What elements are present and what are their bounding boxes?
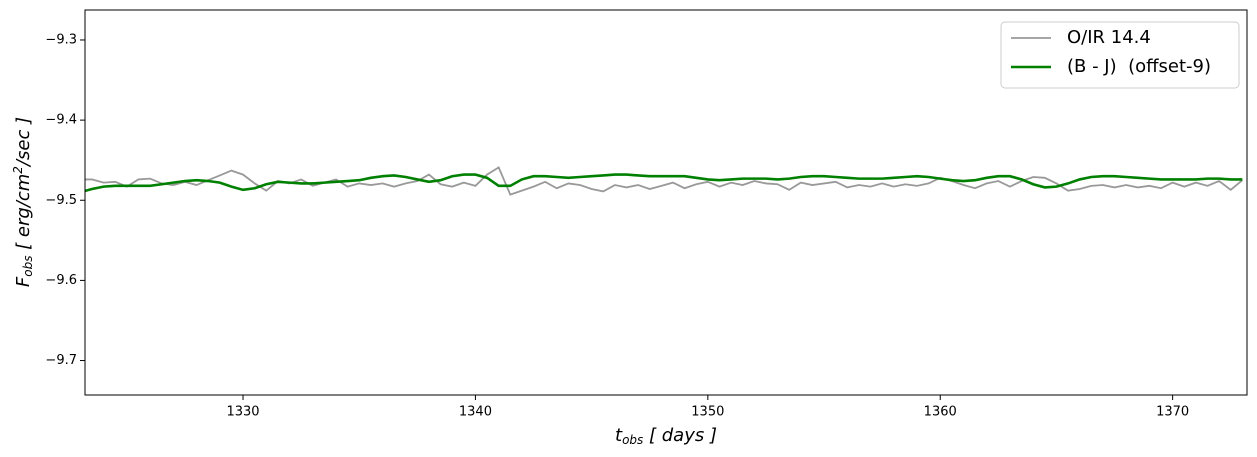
y-tick-label: −9.4 [45, 113, 77, 128]
plot-frame [84, 9, 1248, 396]
legend-label: O/IR 14.4 [1067, 27, 1151, 48]
y-tick-label: −9.5 [45, 193, 77, 208]
series-line [85, 166, 1243, 196]
x-tick-label: 1330 [226, 405, 259, 420]
x-tick-label: 1350 [691, 405, 724, 420]
y-tick-label: −9.3 [45, 32, 77, 47]
x-tick-label: 1370 [1156, 405, 1189, 420]
x-axis-label: tobs [ days ] [615, 425, 717, 447]
legend-label: (B - J) (offset-9) [1067, 56, 1211, 77]
x-tick-label: 1340 [459, 405, 492, 420]
y-tick-label: −9.7 [45, 353, 77, 368]
x-tick-label: 1360 [924, 405, 957, 420]
y-tick-label: −9.6 [45, 273, 77, 288]
y-axis-label: Fobs [ erg/cm2/sec ] [11, 117, 35, 287]
legend-box [1000, 21, 1240, 89]
series-line [85, 173, 1243, 193]
